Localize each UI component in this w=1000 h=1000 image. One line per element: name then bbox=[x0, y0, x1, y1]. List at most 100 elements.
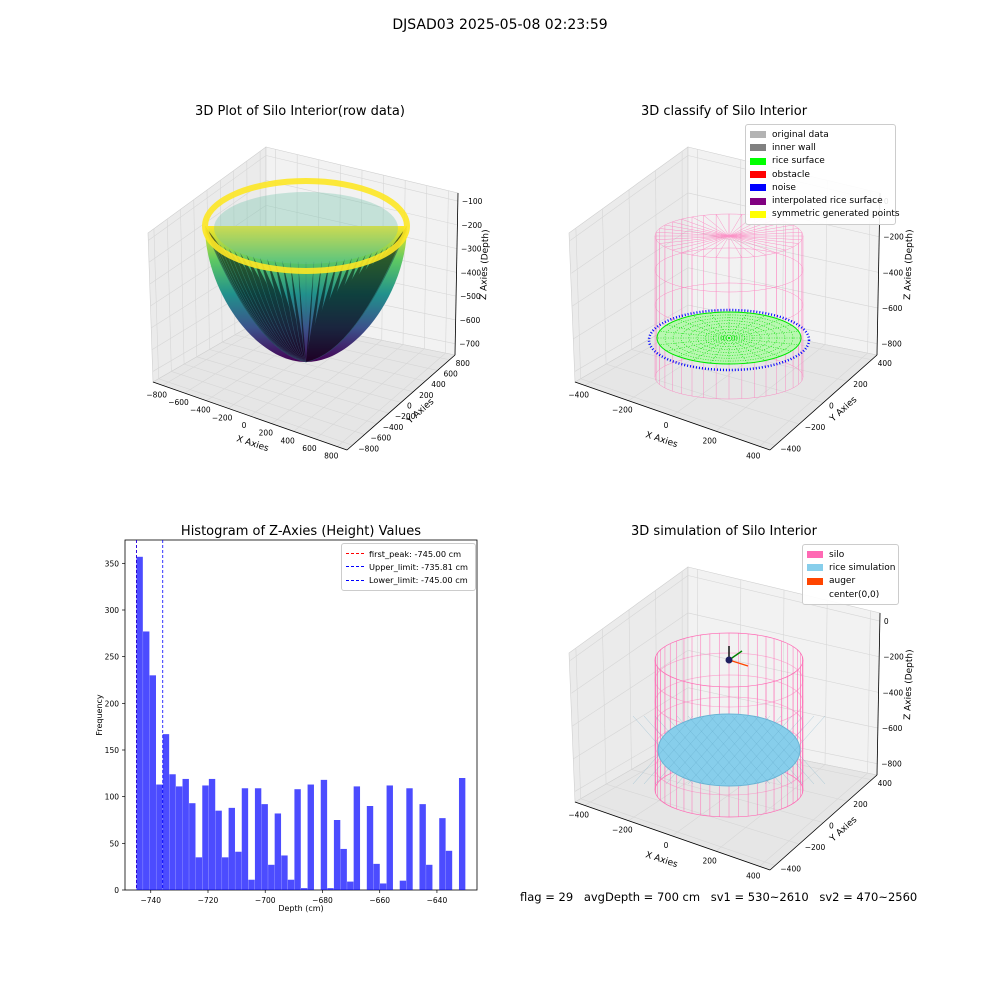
avg-depth-value: avgDepth = 700 cm bbox=[583, 890, 701, 904]
legend-swatch bbox=[807, 577, 823, 585]
x-tick-label: 400 bbox=[746, 452, 761, 461]
figure-title: DJSAD03 2025-05-08 02:23:59 bbox=[392, 17, 608, 33]
legend-label: inner wall bbox=[772, 142, 816, 153]
histogram-bar bbox=[287, 879, 295, 890]
simulation-x-label: X Axies bbox=[644, 850, 679, 870]
y-tick-label: −400 bbox=[780, 444, 801, 453]
z-tick-label: −500 bbox=[460, 292, 481, 301]
z-tick-label: −800 bbox=[881, 760, 902, 769]
y-tick-label: 800 bbox=[456, 359, 471, 368]
legend-label: obstacle bbox=[772, 169, 810, 180]
z-tick-label: −400 bbox=[883, 688, 904, 697]
histogram-bar bbox=[149, 675, 156, 890]
legend-swatch bbox=[807, 551, 823, 559]
x-tick-label: 200 bbox=[702, 436, 717, 445]
x-tick-label: 200 bbox=[702, 856, 717, 865]
y-tick-label: −400 bbox=[383, 423, 404, 432]
bowl-surface bbox=[205, 226, 407, 362]
histogram-bar bbox=[301, 888, 308, 890]
y-tick-label: 350 bbox=[105, 559, 120, 568]
x-tick-label: 400 bbox=[746, 872, 761, 881]
legend-label: noise bbox=[772, 182, 796, 193]
histogram-frame bbox=[124, 539, 478, 891]
legend-label: first_peak: -745.00 cm bbox=[369, 548, 462, 559]
histogram-bar bbox=[333, 820, 341, 890]
raw-z-label: Z Axies (Depth) bbox=[479, 229, 491, 300]
x-tick-label: −600 bbox=[168, 398, 189, 407]
histogram-bar bbox=[320, 779, 328, 890]
z-tick-label: −600 bbox=[882, 724, 903, 733]
x-tick-label: −200 bbox=[612, 826, 633, 835]
legend-swatch bbox=[750, 197, 766, 205]
legend-swatch bbox=[807, 564, 823, 572]
legend-label: silo bbox=[829, 549, 845, 560]
legend-item: Lower_limit: -745.00 cm bbox=[346, 574, 471, 587]
y-tick-label: 0 bbox=[829, 402, 834, 411]
histogram-bar bbox=[406, 788, 413, 890]
y-tick-label: 200 bbox=[419, 391, 434, 400]
raw-plot-title: 3D Plot of Silo Interior(row data) bbox=[195, 104, 405, 119]
y-tick-label: 200 bbox=[853, 800, 868, 809]
histogram-bar bbox=[274, 813, 282, 890]
y-tick-label: 400 bbox=[878, 359, 893, 368]
x-tick-label: −640 bbox=[427, 896, 448, 905]
legend-label: auger bbox=[829, 576, 856, 587]
histogram-bar bbox=[268, 864, 275, 890]
histogram-bar bbox=[202, 785, 209, 890]
histogram-bar bbox=[175, 786, 183, 890]
y-tick-label: 100 bbox=[105, 793, 120, 802]
legend-label: center(0,0) bbox=[829, 589, 880, 600]
legend-swatch bbox=[807, 591, 823, 598]
x-tick-label: −400 bbox=[568, 810, 589, 819]
histogram-bar bbox=[215, 810, 222, 890]
legend-label: original data bbox=[772, 129, 829, 140]
legend-item: first_peak: -745.00 cm bbox=[346, 547, 471, 560]
legend-label: Upper_limit: -735.81 cm bbox=[369, 561, 468, 572]
histogram-bar bbox=[169, 774, 176, 890]
x-tick-label: 600 bbox=[302, 444, 317, 453]
classify-legend: original data inner wall rice surface obsta… bbox=[745, 124, 900, 226]
histogram-bar bbox=[228, 807, 235, 890]
y-tick-label: 400 bbox=[878, 779, 893, 788]
z-tick-label: −400 bbox=[461, 268, 482, 277]
histogram-bar bbox=[419, 804, 426, 890]
noise-ring bbox=[647, 308, 811, 372]
histogram-bar bbox=[156, 784, 163, 890]
histogram-bar bbox=[327, 888, 334, 890]
x-tick-label: 0 bbox=[664, 421, 669, 430]
histogram-bar bbox=[261, 804, 268, 890]
flag-value: flag = 29 bbox=[520, 890, 574, 904]
x-tick-label: −200 bbox=[212, 413, 233, 422]
legend-label: symmetric generated points bbox=[772, 209, 900, 220]
x-tick-label: 0 bbox=[664, 841, 669, 850]
z-tick-label: −200 bbox=[883, 653, 904, 662]
legend-item: noise bbox=[750, 181, 891, 194]
classify-plot-title: 3D classify of Silo Interior bbox=[640, 104, 808, 119]
simulation-legend: silo rice simulation auger center(0,0) bbox=[802, 544, 899, 606]
legend-item: auger bbox=[807, 575, 894, 588]
histogram-bar bbox=[222, 857, 229, 890]
histogram-bar bbox=[340, 848, 347, 890]
z-tick-label: −600 bbox=[882, 304, 903, 313]
legend-swatch bbox=[750, 144, 766, 152]
histogram-bar bbox=[248, 879, 255, 890]
z-tick-label: −100 bbox=[462, 197, 483, 206]
classify-x-label: X Axies bbox=[644, 430, 679, 450]
x-tick-label: −720 bbox=[198, 896, 219, 905]
histogram-bar bbox=[439, 818, 446, 890]
auger-marker bbox=[725, 646, 749, 667]
rice-simulation-surface bbox=[657, 713, 801, 787]
simulation-y-label: Y Axies bbox=[828, 815, 860, 845]
y-tick-label: 0 bbox=[114, 886, 119, 895]
classify-z-label: Z Axies (Depth) bbox=[903, 229, 915, 300]
y-tick-label: −200 bbox=[805, 843, 826, 852]
legend-item: silo bbox=[807, 548, 894, 561]
histogram-bar bbox=[189, 803, 196, 890]
y-tick-label: 400 bbox=[431, 380, 446, 389]
legend-item: rice surface bbox=[750, 155, 891, 168]
histogram-bar bbox=[458, 778, 466, 890]
histogram-bar bbox=[307, 784, 314, 890]
x-tick-label: 800 bbox=[324, 452, 339, 461]
sv2-value: sv2 = 470~2560 bbox=[819, 890, 918, 904]
histogram-bar bbox=[386, 785, 393, 890]
